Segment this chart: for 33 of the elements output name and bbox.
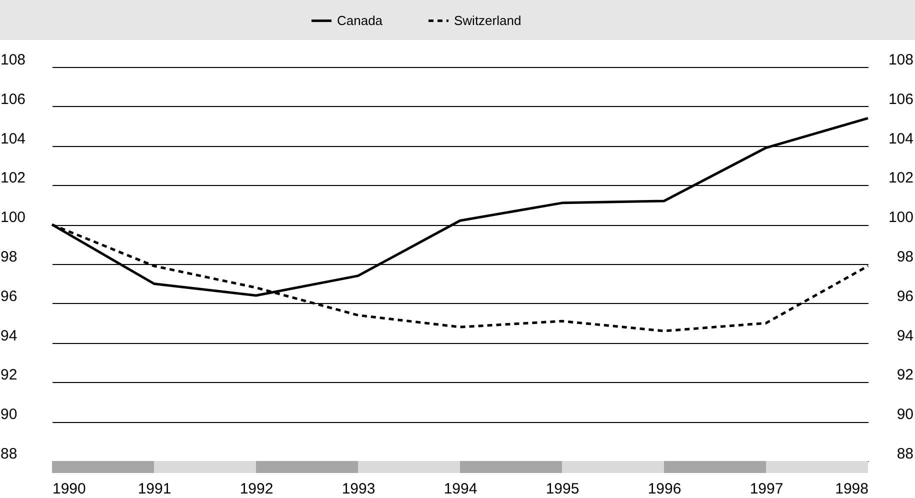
y2-tick-label: 108 <box>888 52 914 68</box>
y2-tick-label: 102 <box>888 170 914 187</box>
y2-tick-label: 90 <box>896 406 914 424</box>
x-tick-label: 1992 <box>240 480 274 498</box>
y-tick-label: 102 <box>0 170 26 187</box>
y2-tick-label: 96 <box>896 288 914 305</box>
y2-tick-label: 88 <box>896 446 914 462</box>
y2-tick-label: 104 <box>888 130 914 148</box>
legend-label: Canada <box>337 12 384 28</box>
x-tick-label: 1991 <box>138 480 172 498</box>
y-tick-label: 94 <box>0 327 18 344</box>
y2-tick-label: 106 <box>888 90 914 108</box>
y-tick-label: 96 <box>0 288 18 305</box>
y-tick-label: 108 <box>0 52 26 68</box>
x-tick-label: 1993 <box>342 480 376 498</box>
y-tick-label: 98 <box>0 248 18 266</box>
y2-tick-label: 94 <box>896 327 914 344</box>
y2-tick-label: 92 <box>896 366 914 384</box>
x-tick-label: 1995 <box>546 480 580 498</box>
legend-label: Switzerland <box>454 12 522 28</box>
x-tick-label: 1996 <box>648 480 682 498</box>
x-tick-label: 1997 <box>750 480 784 498</box>
x-tick-label: 1990 <box>52 480 86 498</box>
y-tick-label: 92 <box>0 366 18 384</box>
y-tick-label: 100 <box>0 209 26 226</box>
y2-tick-label: 100 <box>888 209 914 226</box>
y-tick-label: 104 <box>0 130 26 148</box>
y-tick-label: 106 <box>0 90 26 108</box>
y2-tick-label: 98 <box>896 248 914 266</box>
y-tick-label: 90 <box>0 406 18 424</box>
x-tick-label: 1994 <box>444 480 478 498</box>
x-tick-label: 1998 <box>835 480 868 498</box>
y-tick-label: 88 <box>0 446 18 462</box>
